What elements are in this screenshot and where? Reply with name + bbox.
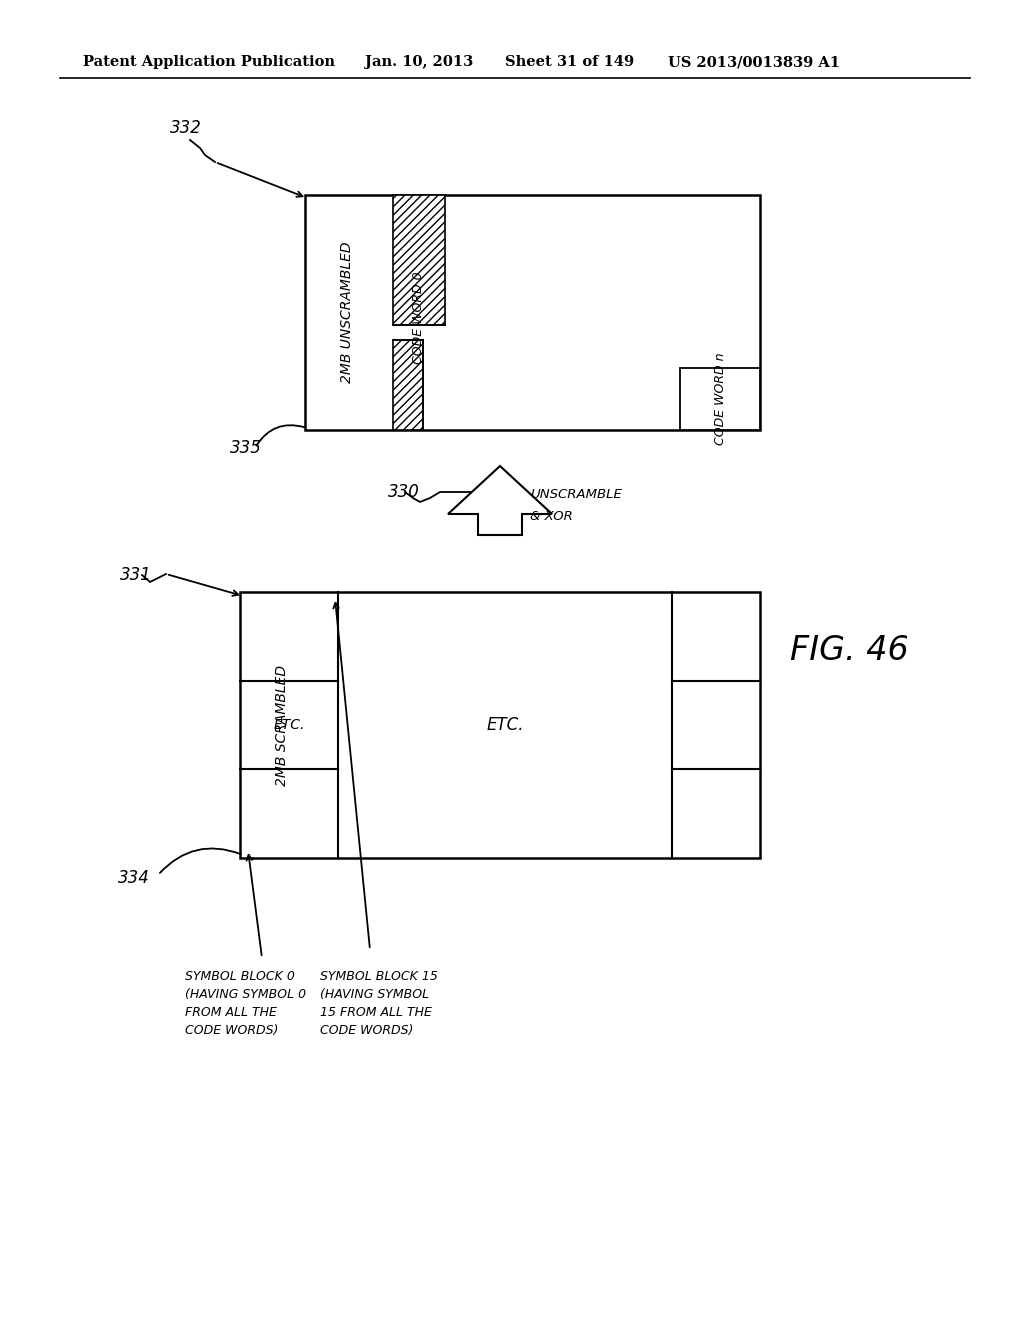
Text: 2MB UNSCRAMBLED: 2MB UNSCRAMBLED (340, 242, 354, 383)
Text: Jan. 10, 2013: Jan. 10, 2013 (365, 55, 473, 69)
Bar (305, 195, 760, 430)
Bar (680, 368, 760, 430)
Text: FIG. 46: FIG. 46 (790, 634, 908, 667)
Text: 331: 331 (120, 566, 152, 583)
Bar (240, 591, 760, 858)
Text: ETC.: ETC. (273, 718, 305, 733)
Text: US 2013/0013839 A1: US 2013/0013839 A1 (668, 55, 840, 69)
Text: SYMBOL BLOCK 15: SYMBOL BLOCK 15 (319, 970, 438, 983)
Text: SYMBOL BLOCK 0: SYMBOL BLOCK 0 (185, 970, 295, 983)
Text: & XOR: & XOR (530, 510, 572, 523)
Text: UNSCRAMBLE: UNSCRAMBLE (530, 488, 622, 502)
Text: Sheet 31 of 149: Sheet 31 of 149 (505, 55, 634, 69)
Polygon shape (449, 466, 552, 535)
Text: CODE WORD n: CODE WORD n (714, 352, 726, 445)
Text: (HAVING SYMBOL: (HAVING SYMBOL (319, 987, 429, 1001)
Text: 330: 330 (388, 483, 420, 502)
Text: 334: 334 (118, 869, 150, 887)
Text: 332: 332 (170, 119, 202, 137)
Text: CODE WORDS): CODE WORDS) (319, 1024, 414, 1038)
Bar (393, 341, 423, 430)
Text: CODE WORDS): CODE WORDS) (185, 1024, 279, 1038)
Text: (HAVING SYMBOL 0: (HAVING SYMBOL 0 (185, 987, 306, 1001)
Text: 15 FROM ALL THE: 15 FROM ALL THE (319, 1006, 432, 1019)
Text: Patent Application Publication: Patent Application Publication (83, 55, 335, 69)
Bar (393, 195, 445, 325)
Text: ETC.: ETC. (486, 715, 523, 734)
Text: 2MB SCRAMBLED: 2MB SCRAMBLED (275, 664, 289, 785)
Text: 335: 335 (230, 440, 262, 457)
Text: CODE WORD 0: CODE WORD 0 (413, 271, 426, 364)
Text: FROM ALL THE: FROM ALL THE (185, 1006, 276, 1019)
